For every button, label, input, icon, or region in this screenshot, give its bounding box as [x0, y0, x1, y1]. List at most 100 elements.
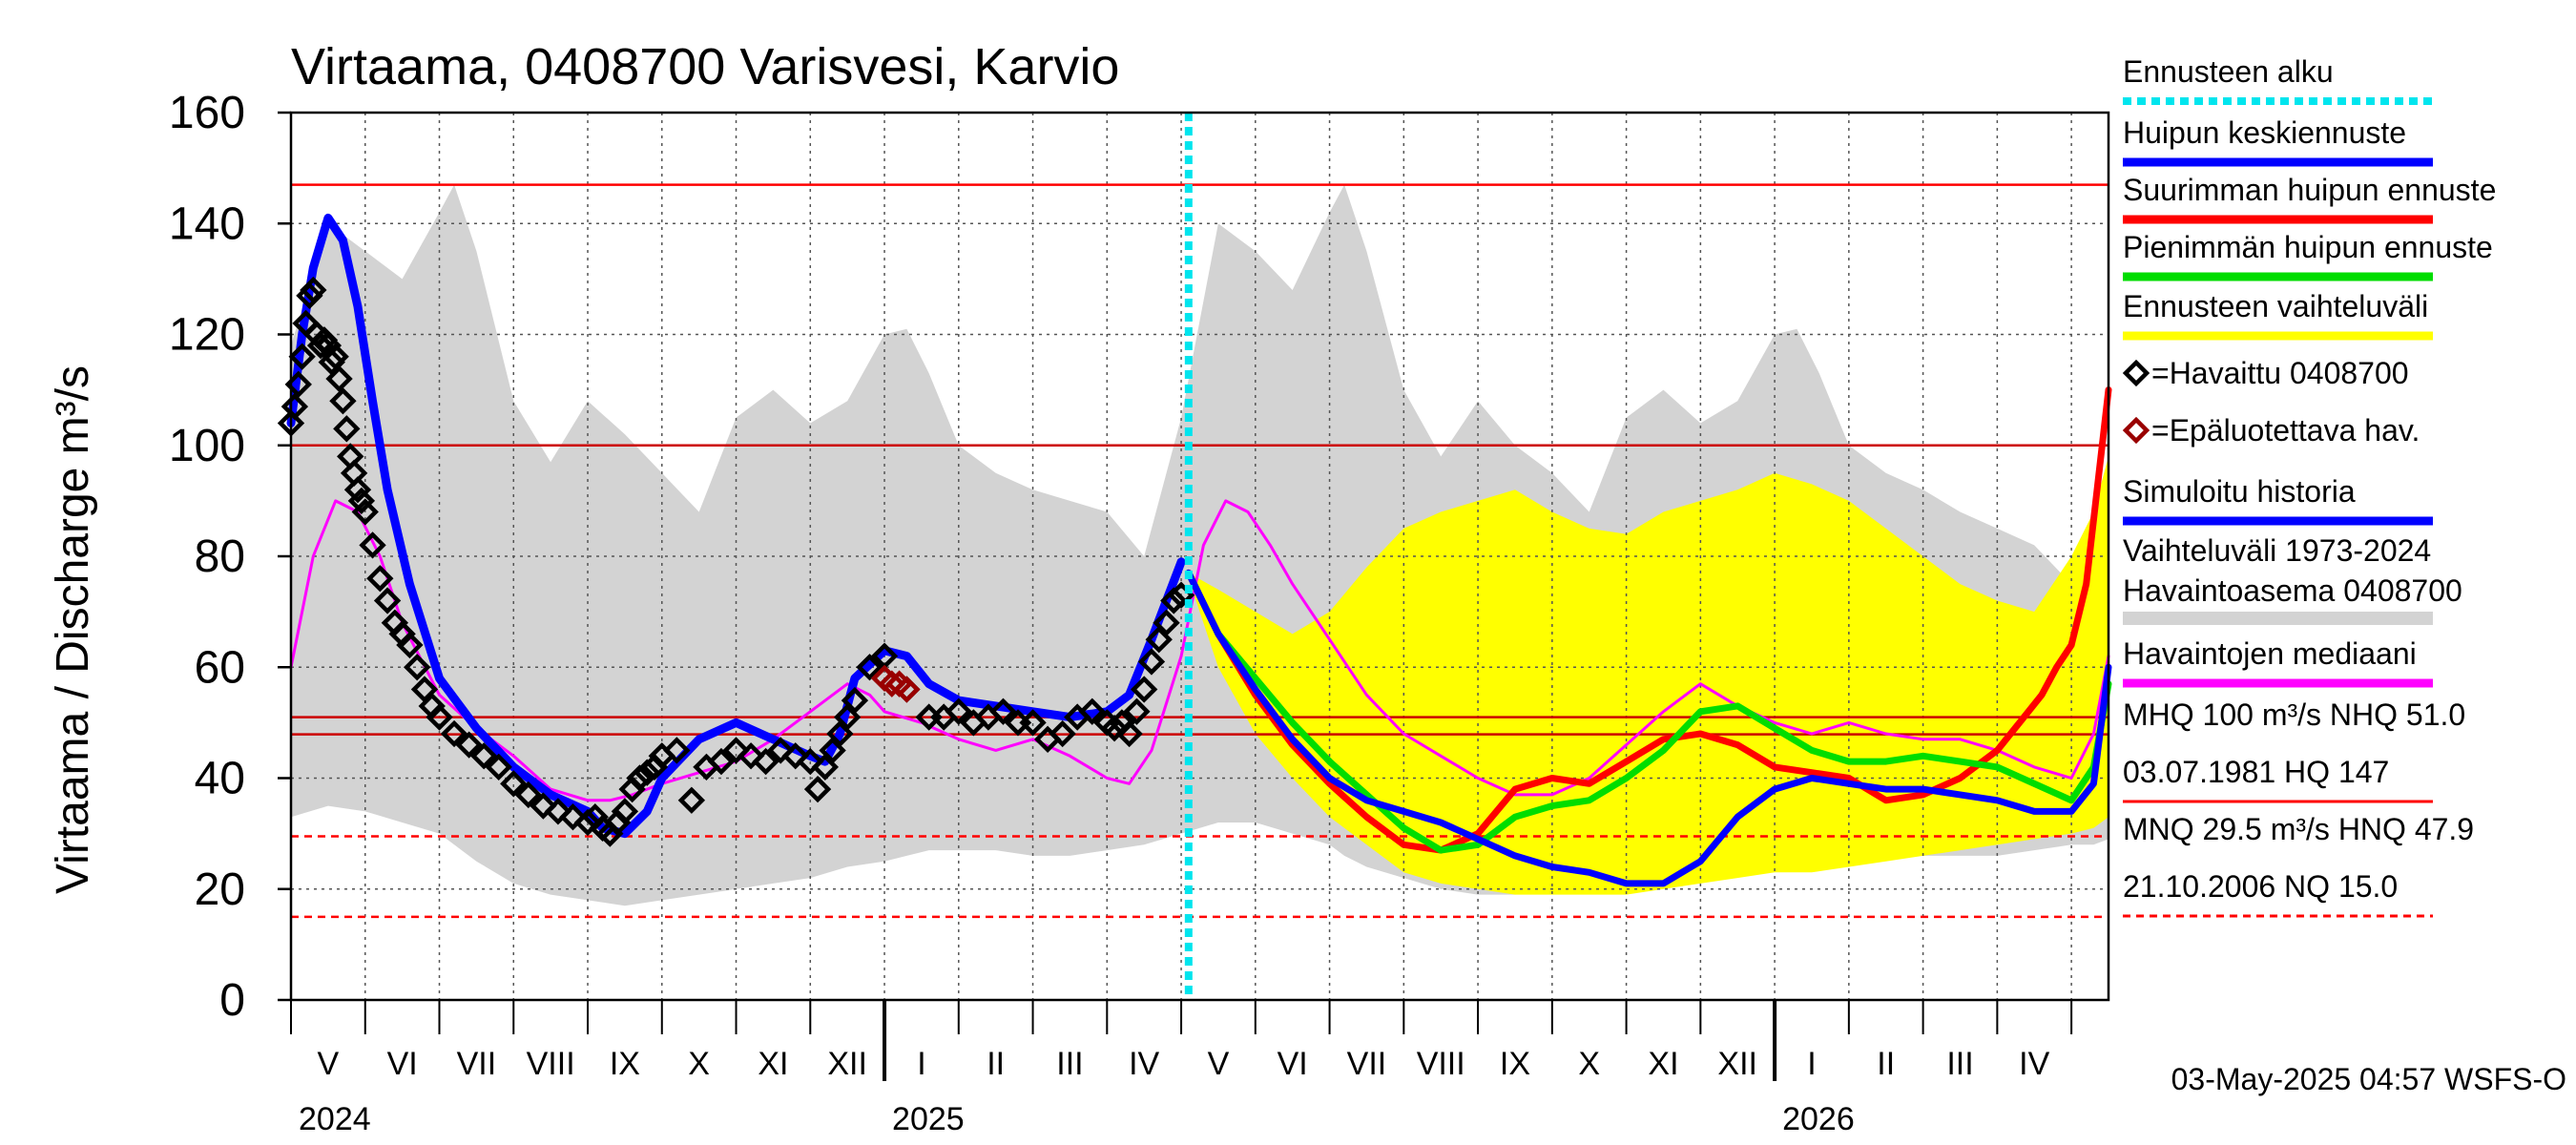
- observed-point: [611, 798, 639, 825]
- observed-point: [856, 654, 883, 681]
- observed-point: [373, 587, 402, 614]
- observed-point: [559, 803, 587, 831]
- observed-point: [1137, 648, 1166, 676]
- observed-point: [1130, 676, 1158, 703]
- observed-point: [841, 686, 869, 715]
- x-month-label: VI: [387, 1046, 418, 1082]
- x-year-label: 2025: [892, 1101, 965, 1137]
- y-tick-label: 120: [169, 310, 245, 361]
- chart-title: Virtaama, 0408700 Varisvesi, Karvio: [291, 38, 1119, 95]
- observed-point: [811, 753, 840, 781]
- x-month-label: X: [688, 1046, 710, 1082]
- observed-point: [1145, 626, 1173, 654]
- legend-item-mhq-100-m-s-nhq-51-0: MHQ 100 m³/s NHQ 51.0: [2123, 697, 2465, 732]
- legend-item-suurimman-huipun-ennuste: Suurimman huipun ennuste: [2123, 173, 2496, 224]
- y-tick-label: 40: [195, 754, 245, 804]
- legend-label: 21.10.2006 NQ 15.0: [2123, 869, 2398, 904]
- observed-point: [677, 786, 706, 814]
- legend-label: Suurimman huipun ennuste: [2123, 173, 2496, 207]
- legend-label: Huipun keskiennuste: [2123, 115, 2406, 150]
- legend-item-huipun-keskiennuste: Huipun keskiennuste: [2123, 115, 2433, 167]
- unreliable-point: [893, 676, 921, 703]
- observed-point: [1019, 709, 1047, 737]
- observed-point: [500, 770, 528, 798]
- x-month-label: VIII: [1417, 1046, 1465, 1082]
- observed-point: [767, 737, 795, 764]
- observed-point: [1160, 587, 1188, 614]
- y-tick-label: 160: [169, 88, 245, 138]
- observed-point: [781, 742, 809, 770]
- observed-point: [469, 742, 498, 770]
- legend-label: Ennusteen vaihteluväli: [2123, 289, 2428, 323]
- observed-point: [1123, 697, 1151, 725]
- x-month-label: XI: [758, 1046, 788, 1082]
- series-suurimman-huipun-ennuste: [1185, 386, 2112, 854]
- legend-item-havaintoasema-0408700: Havaintoasema 0408700: [2123, 573, 2462, 625]
- legend-diamond-swatch: [2122, 416, 2150, 445]
- observed-point: [288, 343, 316, 370]
- y-axis-label: Virtaama / Discharge m³/s: [48, 365, 98, 894]
- observed-point: [485, 753, 512, 781]
- legend: Ennusteen alku Huipun keskiennuste Suurimm…: [2122, 54, 2496, 918]
- observed-point: [634, 759, 661, 786]
- legend-diamond-swatch: [2122, 359, 2150, 387]
- legend-item-ep-luotettava-hav: =Epäluotettava hav.: [2122, 413, 2420, 448]
- unreliable-point: [878, 670, 905, 697]
- observed-point: [396, 631, 424, 659]
- legend-label: Ennusteen alku: [2123, 54, 2334, 89]
- observed-point: [329, 387, 357, 415]
- x-month-label: IX: [1500, 1046, 1530, 1082]
- series-pienimm-n-huipun-ennuste: [1185, 569, 2112, 854]
- legend-label: Havaintoasema 0408700: [2123, 573, 2462, 608]
- observed-point: [707, 747, 736, 776]
- observed-point: [752, 747, 779, 776]
- legend-label: =Epäluotettava hav.: [2151, 413, 2420, 448]
- observed-point: [989, 697, 1017, 725]
- x-month-label: V: [318, 1046, 340, 1082]
- legend-item-pienimm-n-huipun-ennuste: Pienimmän huipun ennuste: [2123, 230, 2493, 281]
- observed-point: [945, 697, 972, 725]
- legend-label: MNQ 29.5 m³/s HNQ 47.9: [2123, 812, 2474, 846]
- x-month-label: IX: [610, 1046, 640, 1082]
- observed-point: [626, 764, 654, 792]
- legend-label: Pienimmän huipun ennuste: [2123, 230, 2493, 264]
- legend-label: Havaintojen mediaani: [2123, 636, 2417, 671]
- x-month-label: I: [1807, 1046, 1816, 1082]
- y-tick-label: 100: [169, 421, 245, 471]
- y-tick-label: 60: [195, 642, 245, 693]
- x-month-label: XI: [1648, 1046, 1678, 1082]
- series-huipun-keskiennuste: [1185, 569, 2112, 887]
- plot-area: [277, 113, 2112, 1000]
- observed-point: [351, 498, 379, 526]
- observed-point: [722, 737, 750, 764]
- observed-point: [440, 719, 468, 748]
- x-month-label: VII: [457, 1046, 497, 1082]
- observed-point: [1049, 719, 1076, 748]
- x-month-label: II: [1877, 1046, 1895, 1082]
- footer-timestamp: 03-May-2025 04:57 WSFS-O: [2171, 1062, 2566, 1096]
- observed-point: [343, 476, 372, 504]
- x-month-label: X: [1578, 1046, 1600, 1082]
- legend-label: Vaihteluväli 1973-2024: [2123, 533, 2431, 568]
- observed-point: [1078, 697, 1106, 725]
- observed-point: [366, 565, 394, 593]
- observed-point: [404, 654, 431, 681]
- legend-label: Simuloitu historia: [2123, 474, 2356, 509]
- x-month-label: II: [987, 1046, 1005, 1082]
- observed-point: [359, 531, 386, 559]
- observed-point: [797, 747, 824, 776]
- observed-point: [737, 742, 765, 770]
- legend-item-havaittu-0408700: =Havaittu 0408700: [2122, 356, 2409, 390]
- observed-point: [426, 703, 453, 731]
- observed-point: [280, 392, 309, 421]
- legend-label: MHQ 100 m³/s NHQ 51.0: [2123, 697, 2465, 732]
- legend-item-ennusteen-vaihteluv-li: Ennusteen vaihteluväli: [2123, 289, 2433, 341]
- observed-point: [819, 737, 846, 764]
- observed-point: [322, 343, 349, 370]
- x-month-label: XII: [827, 1046, 867, 1082]
- observed-point: [573, 808, 602, 837]
- observed-point: [1115, 719, 1143, 748]
- legend-item-mnq-29-5-m-s-hnq-47-9: MNQ 29.5 m³/s HNQ 47.9: [2123, 812, 2474, 846]
